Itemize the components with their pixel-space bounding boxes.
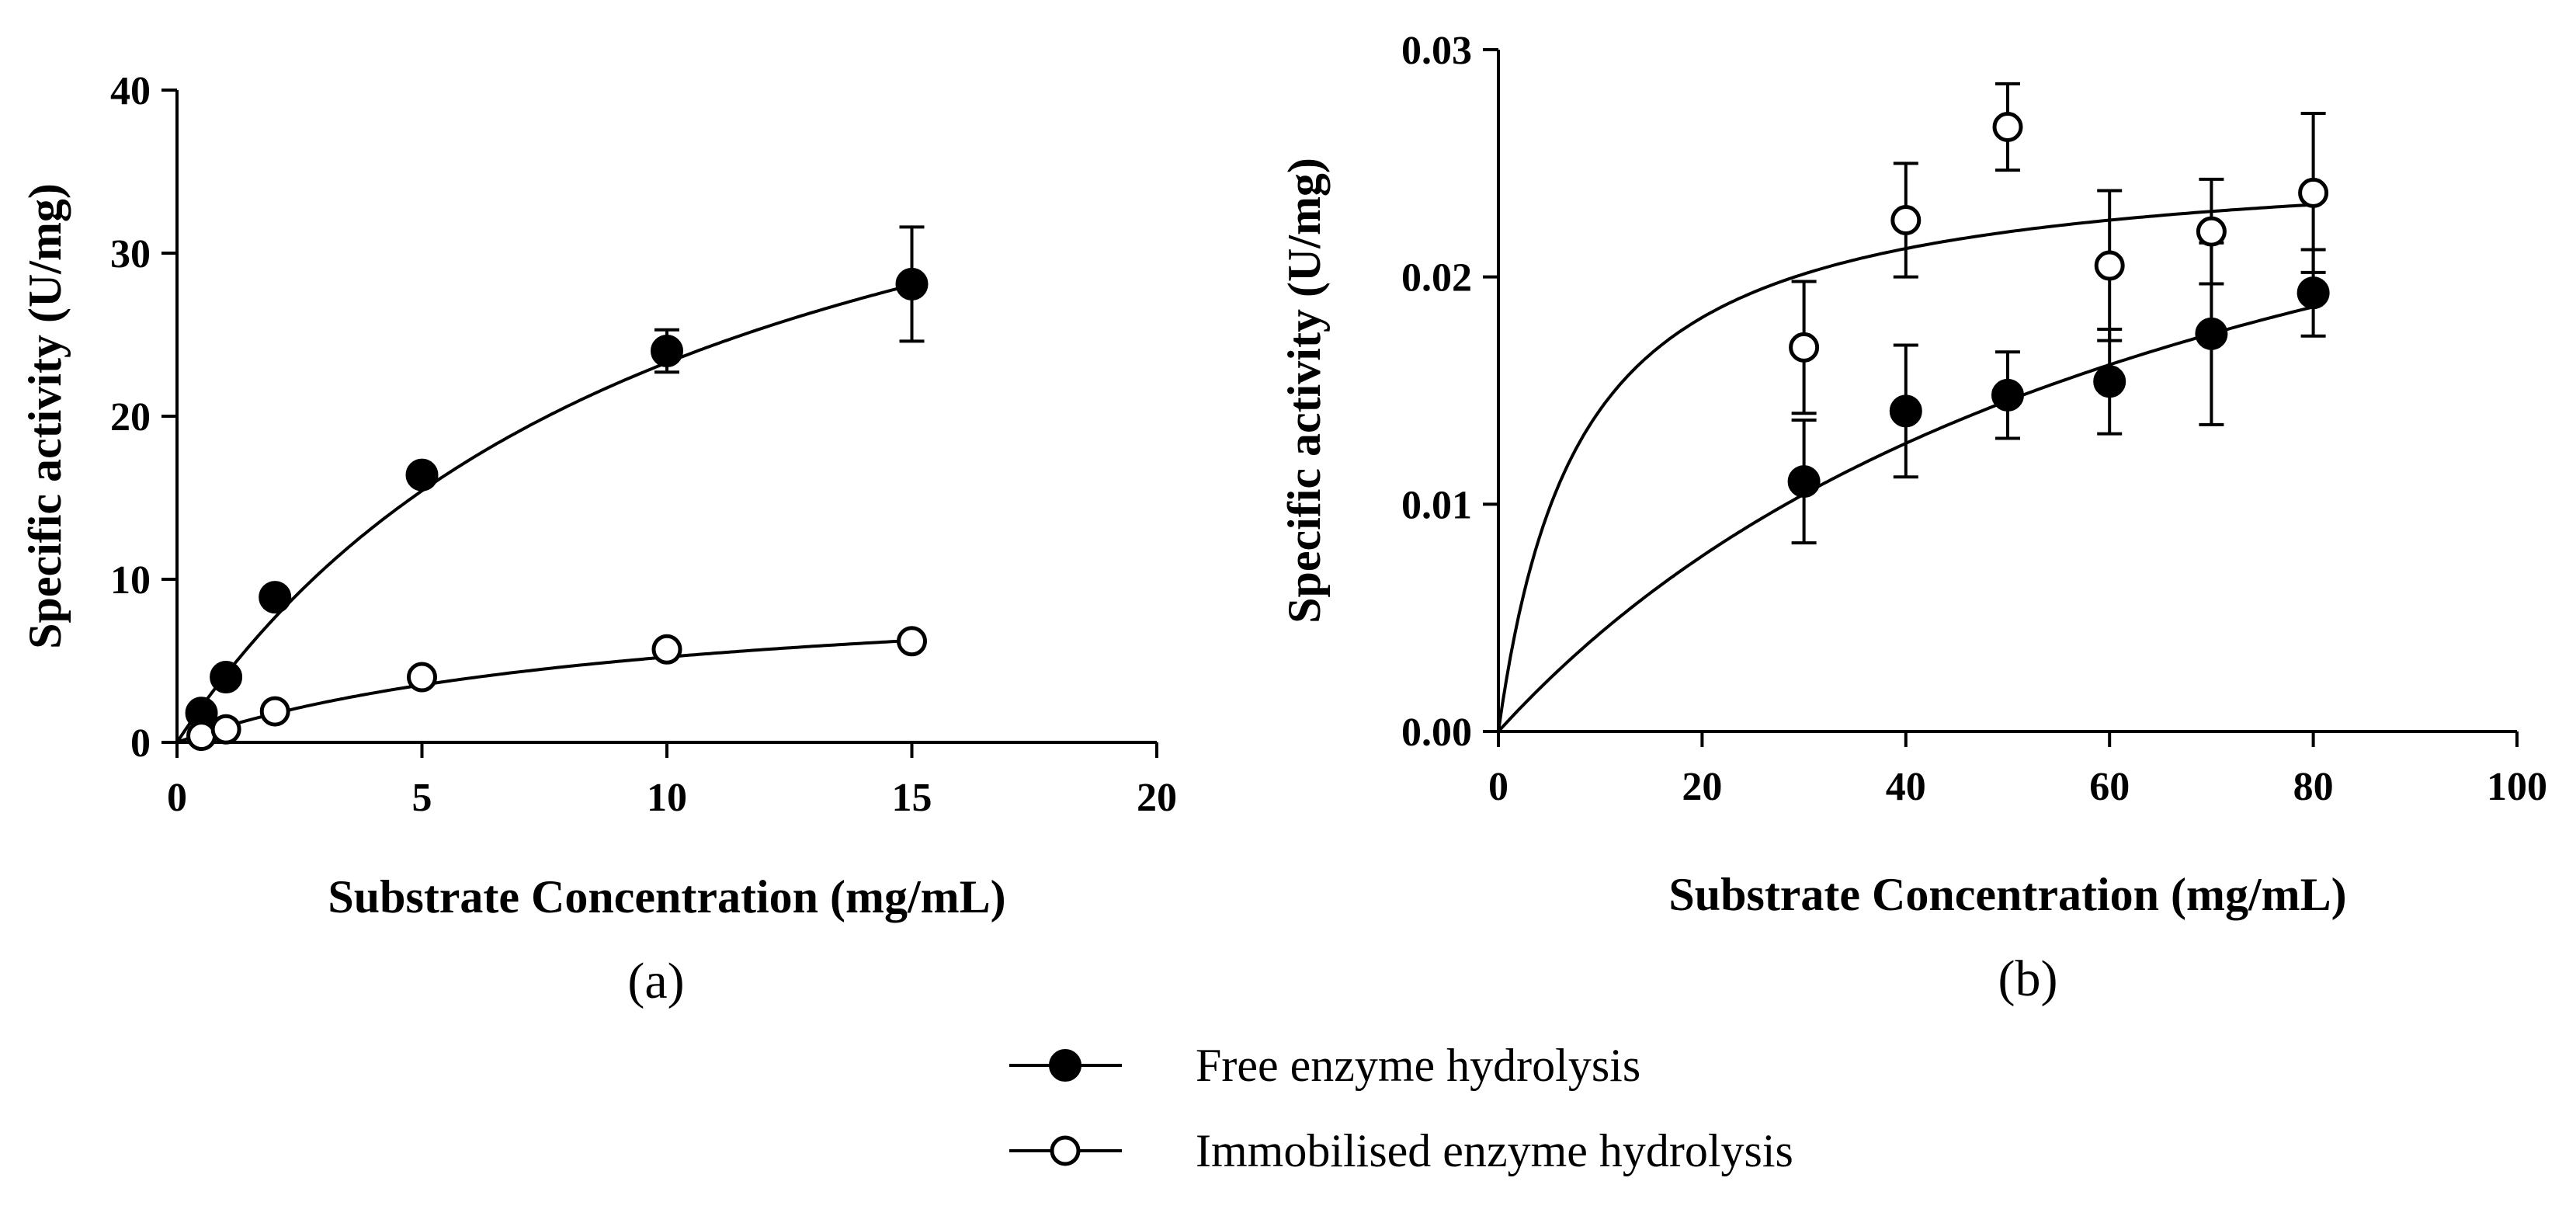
data-point-immobilised xyxy=(2196,216,2227,247)
y-tick-label: 0.01 xyxy=(1401,483,1472,527)
legend-marker-free xyxy=(1049,1049,1081,1082)
x-tick-label: 15 xyxy=(892,776,932,820)
x-axis-title: Substrate Concentration (mg/mL) xyxy=(328,871,1005,922)
legend-label-immobilised: Immobilised enzyme hydrolysis xyxy=(1196,1125,1793,1176)
data-point-free xyxy=(1991,378,2024,412)
y-tick-label: 0.00 xyxy=(1401,710,1472,755)
y-tick-label: 0.03 xyxy=(1401,29,1472,73)
y-tick-label: 20 xyxy=(110,395,151,439)
x-tick-label: 0 xyxy=(1488,765,1508,809)
panel-a: 0 5 10 15 20 0 10 20 30 40 Substrate Concentration… xyxy=(19,69,1177,1009)
y-tick-label: 40 xyxy=(110,69,151,113)
panel-label: (b) xyxy=(1998,950,2058,1007)
data-point-immobilised xyxy=(1789,332,1820,363)
data-point-immobilised xyxy=(1890,205,1922,235)
x-tick-label: 60 xyxy=(2089,765,2130,809)
data-point-free xyxy=(259,581,292,614)
x-tick-label: 20 xyxy=(1137,776,1177,820)
x-tick-label: 100 xyxy=(2487,765,2547,809)
panel-label: (a) xyxy=(627,953,684,1009)
x-axis-title: Substrate Concentration (mg/mL) xyxy=(1668,869,2346,920)
data-point-immobilised xyxy=(897,626,927,657)
data-point-immobilised xyxy=(2298,177,2329,208)
y-tick-label: 30 xyxy=(110,232,151,276)
data-point-free xyxy=(405,458,439,492)
data-point-free xyxy=(651,335,683,367)
data-point-free xyxy=(895,267,929,301)
x-tick-label: 20 xyxy=(1682,765,1722,809)
data-point-immobilised xyxy=(2094,250,2125,281)
data-point-free xyxy=(2297,276,2330,310)
x-tick-label: 40 xyxy=(1886,765,1926,809)
y-tick-label: 0 xyxy=(130,721,151,766)
fit-curve-immobilised xyxy=(176,638,912,744)
data-point-free xyxy=(1889,394,1922,428)
data-point-immobilised xyxy=(1992,112,2023,143)
data-point-free xyxy=(210,661,243,693)
y-axis-title: Specific activity (U/mg) xyxy=(1279,158,1330,624)
fit-curve-free xyxy=(175,283,912,744)
x-tick-label: 10 xyxy=(647,776,687,820)
legend-label-free: Free enzyme hydrolysis xyxy=(1196,1040,1640,1091)
x-tick-label: 80 xyxy=(2293,765,2334,809)
data-point-immobilised xyxy=(259,696,290,727)
y-tick-label: 10 xyxy=(110,558,151,603)
legend-marker-immobilised xyxy=(1050,1135,1081,1166)
data-point-free xyxy=(2195,317,2228,350)
legend: Free enzyme hydrolysis Immobilised enzym… xyxy=(1009,1040,1793,1176)
x-tick-label: 5 xyxy=(412,776,432,820)
data-point-free xyxy=(2093,365,2126,398)
data-point-immobilised xyxy=(210,714,241,745)
data-point-immobilised xyxy=(186,721,217,752)
panel-b: 0 20 40 60 80 100 0.00 0.01 0.02 0.03 Substrate Co… xyxy=(1279,29,2547,1007)
data-point-free xyxy=(1787,465,1821,499)
data-point-immobilised xyxy=(651,634,682,665)
data-point-immobilised xyxy=(407,662,437,693)
y-tick-label: 0.02 xyxy=(1401,256,1472,301)
x-tick-label: 0 xyxy=(167,776,187,820)
y-axis-title: Specific activity (U/mg) xyxy=(19,183,71,649)
